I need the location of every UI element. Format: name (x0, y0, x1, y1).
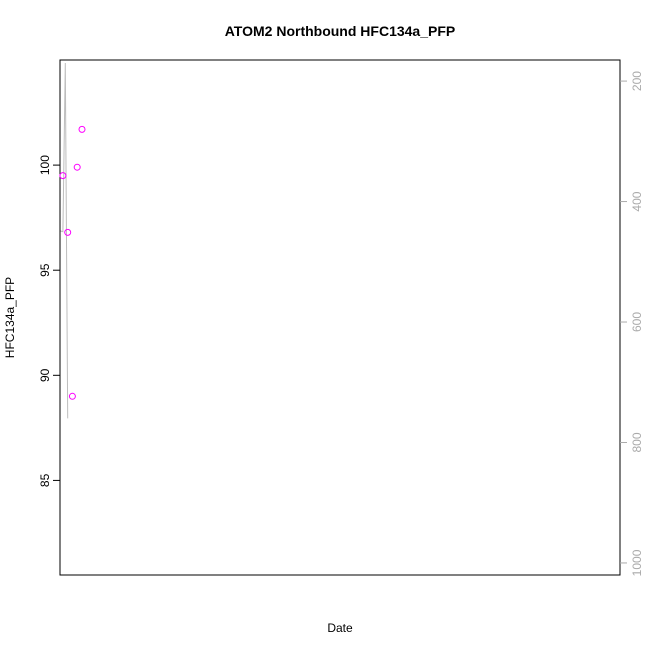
data-point (64, 228, 72, 236)
y2-tick-label: 600 (630, 312, 644, 332)
data-point (59, 172, 67, 180)
y-axis-label: HFC134a_PFP (3, 277, 17, 358)
plot-frame (59, 59, 621, 576)
y-tick-label: 95 (38, 263, 52, 277)
y2-tick-label: 200 (630, 71, 644, 91)
chart-title: ATOM2 Northbound HFC134a_PFP (225, 23, 456, 39)
y-tick-label: 90 (38, 368, 52, 382)
y2-tick-label: 400 (630, 191, 644, 211)
data-point (68, 392, 76, 400)
data-point (78, 125, 86, 133)
y2-tick-label: 1000 (630, 549, 644, 576)
y-tick-label: 100 (38, 155, 52, 175)
y-tick-label: 85 (38, 473, 52, 487)
x-axis-label: Date (327, 621, 353, 635)
y2-tick-label: 800 (630, 432, 644, 452)
data-point (73, 163, 81, 171)
